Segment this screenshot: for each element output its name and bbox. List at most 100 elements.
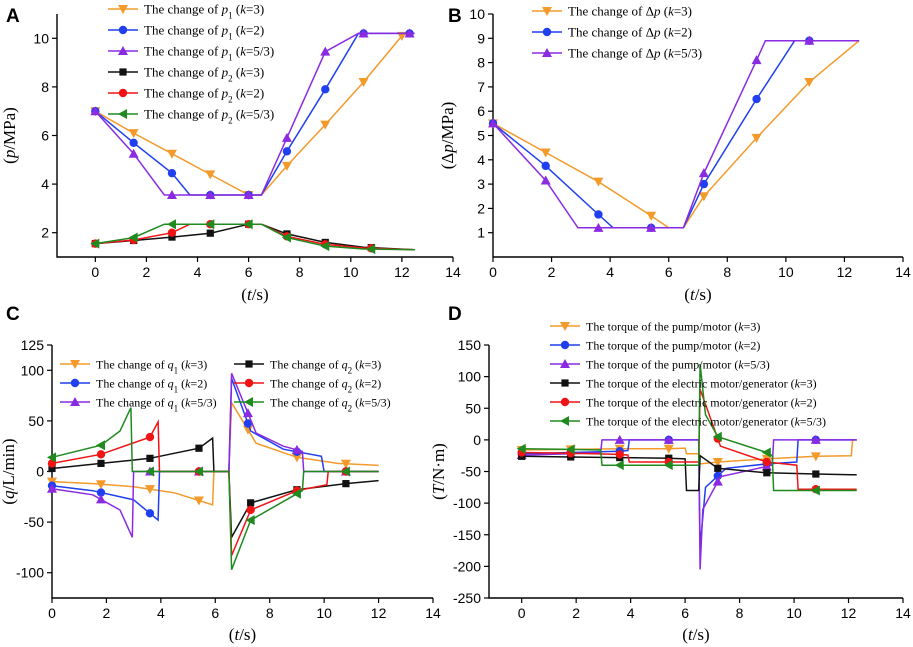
x-tick-label: 8	[736, 605, 744, 621]
legend-entry-C-3: The change of q2 (k=3)	[234, 358, 381, 376]
legend-k-var: k	[185, 377, 191, 391]
y-axis-var: p	[0, 150, 19, 160]
legend-var: p	[653, 4, 661, 19]
data-point	[752, 94, 761, 104]
legend-k-var: k	[795, 415, 801, 429]
data-point	[541, 161, 550, 171]
legend-k: (k=2)	[734, 339, 760, 353]
y-tick-label: 10	[33, 30, 49, 46]
legend-var: q	[342, 377, 348, 391]
data-point	[762, 457, 772, 467]
data-point	[565, 444, 575, 455]
legend-label: The change of p1 (k=5/3)	[144, 44, 274, 63]
legend-label: The change of p2 (k=2)	[144, 86, 264, 105]
y-tick-label: -150	[453, 527, 481, 543]
data-point	[195, 444, 203, 452]
data-point	[810, 434, 821, 444]
data-point	[712, 458, 723, 468]
legend-k-var: k	[240, 23, 246, 38]
x-tick-label: 14	[425, 605, 441, 621]
data-point	[47, 452, 56, 463]
data-point	[615, 450, 624, 459]
data-point	[320, 46, 331, 56]
legend-sub: 1	[228, 11, 233, 21]
legend-marker	[244, 397, 253, 407]
data-point	[242, 408, 253, 418]
panel-letter-A: A	[6, 6, 20, 27]
y-tick-label: 0	[473, 432, 481, 448]
legend-var: q	[168, 358, 174, 372]
legend-k-var: k	[668, 4, 674, 19]
data-point	[320, 241, 330, 252]
data-point	[342, 480, 350, 488]
y-axis-label-C: (q/L/min)	[0, 438, 18, 504]
x-tick-label: 10	[786, 605, 802, 621]
data-point	[698, 168, 709, 178]
legend-k-var: k	[185, 358, 191, 372]
x-tick-label: 10	[343, 264, 359, 280]
data-point	[193, 466, 203, 477]
data-point	[90, 238, 100, 249]
y-tick-label: 10	[469, 6, 485, 22]
legend-sub: 1	[174, 366, 179, 376]
data-point	[540, 175, 551, 185]
data-point	[712, 431, 722, 442]
x-tick-label: 4	[627, 605, 635, 621]
x-tick-label: 14	[895, 264, 911, 280]
legend-label: The torque of the electric motor/generat…	[586, 415, 826, 429]
data-point	[714, 464, 722, 472]
legend-entry-A-4: The change of p2 (k=2)	[108, 86, 264, 105]
x-tick-label: 8	[296, 264, 304, 280]
legend-label: The change of q2 (k=2)	[270, 377, 381, 395]
legend-k: (k=2)	[352, 377, 381, 391]
legend-entry-B-0: The change of Δp (k=3)	[532, 4, 692, 19]
legend-marker	[118, 46, 128, 55]
legend-label: The change of p2 (k=3)	[144, 65, 264, 84]
legend-k: (k=2)	[178, 377, 207, 391]
legend-k: (k=2)	[660, 25, 692, 40]
data-point	[167, 168, 177, 178]
legend-label: The change of q1 (k=3)	[96, 358, 207, 376]
data-point	[205, 219, 215, 230]
y-tick-label: 50	[465, 400, 481, 416]
legend-k-var: k	[795, 396, 801, 410]
data-point	[95, 480, 106, 490]
data-point	[47, 483, 57, 493]
data-point	[540, 148, 551, 158]
data-point	[614, 460, 624, 471]
legend-sub: 1	[228, 32, 233, 42]
y-tick-label: -50	[24, 514, 44, 530]
y-tick-label: 100	[458, 369, 482, 385]
data-point	[810, 485, 820, 496]
x-axis-var: t	[688, 625, 694, 644]
series-line-D-3	[521, 454, 857, 492]
legend-k: (k=2)	[233, 23, 265, 38]
y-tick-label: 4	[41, 176, 49, 192]
data-point	[804, 35, 815, 45]
data-point	[804, 78, 815, 88]
legend-marker	[560, 322, 570, 331]
data-point	[144, 466, 154, 477]
data-point	[145, 432, 155, 442]
legend-sub: 2	[348, 385, 353, 395]
data-point	[245, 515, 255, 526]
legend-k-var: k	[668, 25, 674, 40]
y-tick-label: 125	[21, 337, 45, 353]
legend-label: The change of p1 (k=2)	[144, 23, 264, 42]
legend-marker	[118, 25, 128, 35]
legend-entry-D-1: The torque of the pump/motor (k=2)	[550, 339, 760, 353]
x-tick-label: 6	[681, 605, 689, 621]
y-tick-label: -250	[453, 590, 481, 606]
legend-var: q	[168, 377, 174, 391]
legend-k: (k=2)	[233, 86, 265, 101]
x-tick-label: 12	[837, 264, 853, 280]
x-tick-label: 6	[245, 264, 253, 280]
x-tick-label: 2	[103, 605, 111, 621]
data-point	[488, 118, 498, 128]
x-tick-label: 0	[91, 264, 99, 280]
legend-entry-A-3: The change of p2 (k=3)	[108, 65, 264, 84]
data-point	[291, 453, 302, 463]
data-point	[247, 499, 255, 507]
